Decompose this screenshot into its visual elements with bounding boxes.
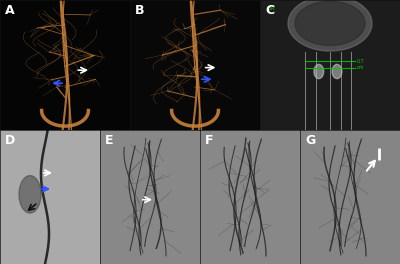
Text: A: A: [5, 4, 15, 17]
Polygon shape: [295, 1, 365, 45]
Polygon shape: [288, 0, 372, 51]
Text: C: C: [266, 4, 275, 17]
Text: 0.7
cm: 0.7 cm: [357, 59, 364, 70]
Text: D: D: [5, 134, 15, 147]
Text: F: F: [205, 134, 214, 147]
Text: B: B: [135, 4, 145, 17]
Text: BA: BA: [267, 7, 274, 12]
Polygon shape: [314, 64, 324, 79]
Text: E: E: [105, 134, 114, 147]
Text: G: G: [305, 134, 315, 147]
Polygon shape: [19, 176, 41, 213]
Polygon shape: [332, 64, 342, 79]
